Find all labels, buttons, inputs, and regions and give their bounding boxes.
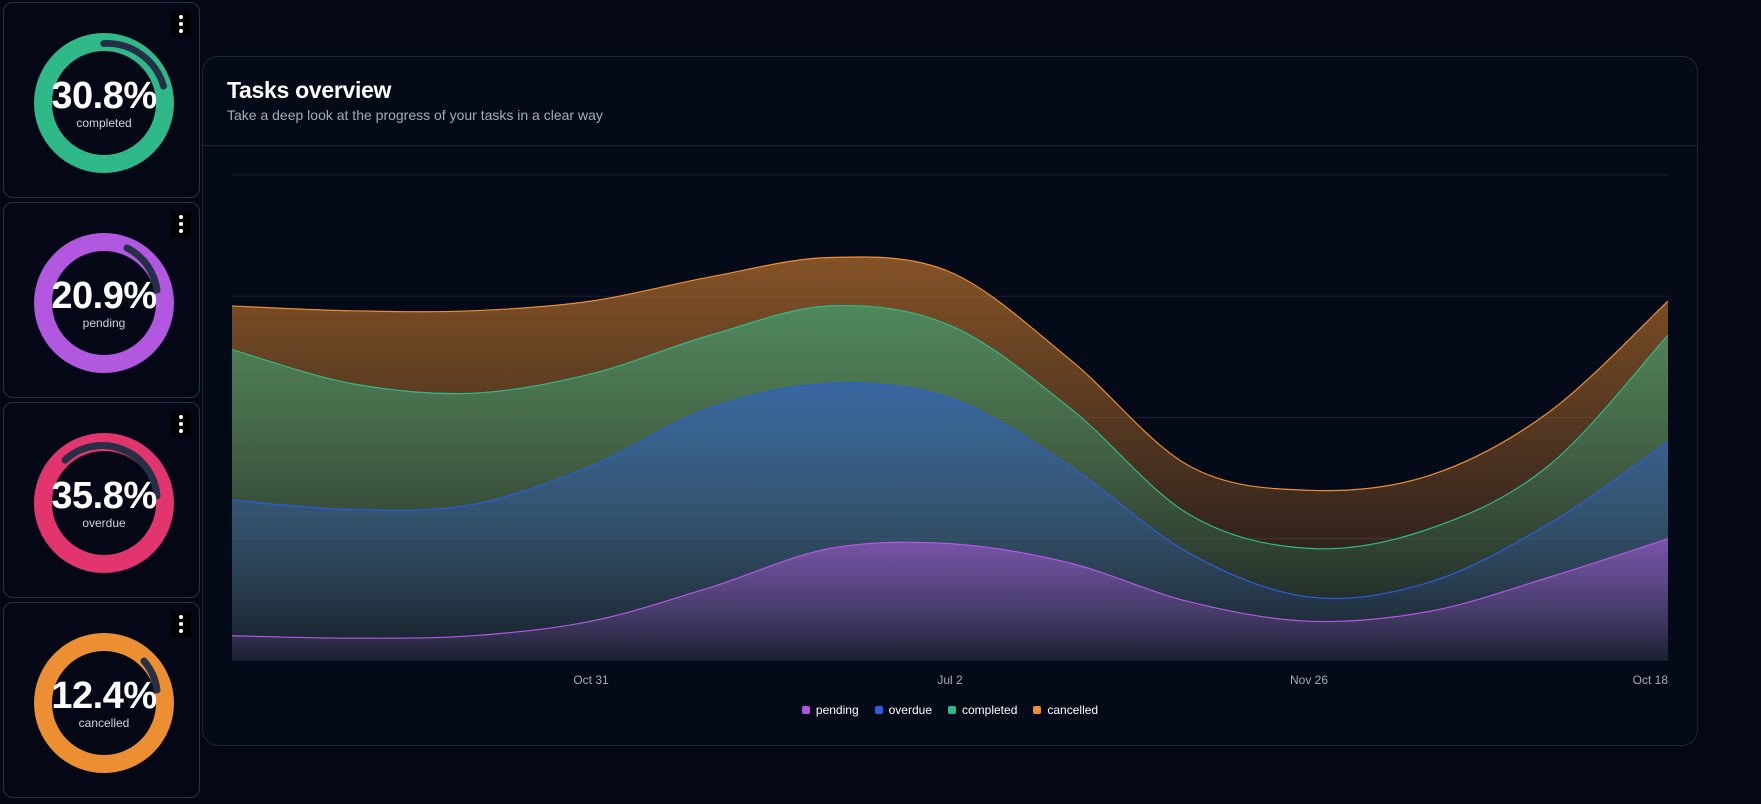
progress-gauge xyxy=(34,433,174,573)
gauge-ring xyxy=(34,633,174,773)
legend-label: completed xyxy=(962,703,1018,717)
legend-swatch xyxy=(948,706,956,714)
gauge-progress-arc xyxy=(61,442,161,500)
x-tick-label: Jul 2 xyxy=(937,673,963,687)
panel-title: Tasks overview xyxy=(227,77,392,103)
area-overdue xyxy=(232,383,1668,660)
card-menu-button[interactable] xyxy=(171,211,191,237)
legend-swatch xyxy=(874,706,883,714)
legend-swatch xyxy=(1033,706,1042,714)
card-menu-button[interactable] xyxy=(171,611,191,637)
panel-header: Tasks overview Take a deep look at the p… xyxy=(203,57,1697,146)
x-tick-label: Oct 31 xyxy=(573,673,609,687)
line-cancelled xyxy=(231,256,1669,492)
gauge-progress-arc xyxy=(123,244,161,294)
card-menu-button[interactable] xyxy=(171,11,191,37)
gauge-ring xyxy=(34,433,174,573)
area-pending xyxy=(232,538,1668,660)
legend-label: cancelled xyxy=(1047,703,1099,717)
progress-gauge xyxy=(34,233,174,373)
x-tick-label: Oct 18 xyxy=(1633,673,1669,687)
line-pending xyxy=(231,538,1669,639)
legend-item-pending[interactable]: pending xyxy=(801,703,859,717)
gauge-ring xyxy=(34,233,174,373)
legend-item-overdue[interactable]: overdue xyxy=(874,703,932,717)
tasks-overview-panel: Tasks overview Take a deep look at the p… xyxy=(202,56,1698,746)
line-completed xyxy=(231,305,1669,550)
legend-label: pending xyxy=(815,703,859,717)
stat-card-overdue: 35.8% overdue xyxy=(3,402,200,598)
stacked-area-chart: Oct 31 Jul 2 Nov 26 Oct 18 xyxy=(231,174,1669,687)
x-tick-label: Nov 26 xyxy=(1290,673,1328,687)
legend-swatch xyxy=(801,706,810,714)
legend-label: overdue xyxy=(888,703,932,717)
stat-card-completed: 30.8% completed xyxy=(3,2,200,198)
gauge-progress-arc xyxy=(100,40,167,90)
legend-item-cancelled[interactable]: cancelled xyxy=(1033,703,1098,717)
progress-gauge xyxy=(34,33,174,173)
stat-card-cancelled: 12.4% cancelled xyxy=(3,602,200,798)
chart-legend: pending overdue completed cancelled xyxy=(203,703,1697,717)
stat-card-pending: 20.9% pending xyxy=(3,202,200,398)
line-overdue xyxy=(231,382,1669,600)
gauge-progress-arc xyxy=(140,657,161,694)
card-menu-button[interactable] xyxy=(171,411,191,437)
progress-gauge xyxy=(34,633,174,773)
panel-subtitle: Take a deep look at the progress of your… xyxy=(227,107,603,123)
legend-item-completed[interactable]: completed xyxy=(948,703,1017,717)
